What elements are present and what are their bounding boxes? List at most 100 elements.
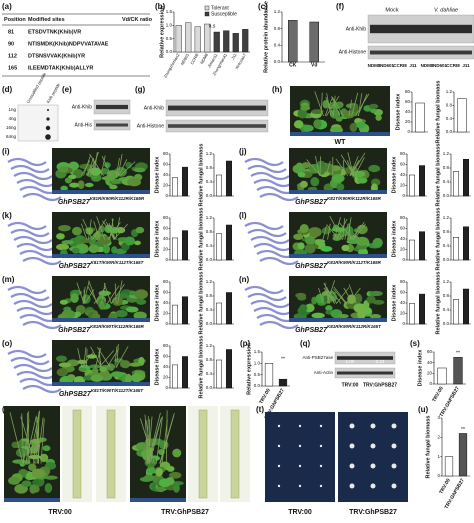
leaf <box>88 364 101 369</box>
y-axis-label: Disease index <box>154 284 160 322</box>
bar <box>226 349 232 389</box>
bar <box>309 21 319 63</box>
label: (g) <box>135 85 146 94</box>
row-label: 1ng <box>8 107 16 112</box>
stem <box>149 418 162 464</box>
leaf <box>299 304 308 313</box>
lane-label: J11 <box>462 63 470 68</box>
y-tick-label: 1.5 <box>166 9 173 14</box>
pot-strip <box>52 190 150 194</box>
leaf <box>84 182 94 188</box>
stem <box>89 153 104 176</box>
leaf <box>325 305 333 312</box>
bar <box>453 357 463 385</box>
stem <box>333 95 336 117</box>
leaf <box>116 227 126 234</box>
leaf <box>307 227 322 238</box>
legend-swatch <box>204 5 210 11</box>
y-tick-label: 0.8 <box>443 165 450 170</box>
caption-sup: K81R/K90R/K112R/K165R <box>90 196 145 201</box>
leaf <box>134 289 149 300</box>
leaf <box>375 114 382 121</box>
stem <box>83 281 90 304</box>
label: (j) <box>239 147 247 156</box>
blot-label: Anti-Histone <box>137 123 164 129</box>
leaf <box>297 242 305 250</box>
stem <box>320 92 323 117</box>
dot <box>45 134 51 140</box>
stem <box>80 223 88 240</box>
leaf <box>91 367 99 375</box>
stem <box>20 416 36 464</box>
y-tick-label: 0.4 <box>274 43 281 48</box>
leaf <box>320 245 333 252</box>
x-tick-label: CK <box>289 62 297 68</box>
pot-strip <box>289 254 387 258</box>
stem <box>161 419 168 464</box>
table-cell: DTSNSVVAK(Khib)YR <box>28 53 85 59</box>
label: (q) <box>300 339 311 348</box>
caption-base: GhPSB27 <box>58 327 91 334</box>
y-axis-label: Relative fungal biomass <box>435 208 441 271</box>
protein-helix <box>259 192 299 202</box>
y-axis-label: Disease index <box>395 93 401 131</box>
stem <box>84 289 95 304</box>
caption-sup: K81T/K90R/K112R/K165R <box>327 196 382 201</box>
colony <box>298 424 302 428</box>
stem <box>314 91 324 117</box>
leaf <box>42 445 51 452</box>
stem <box>342 218 346 240</box>
caption-base: GhPSB27 <box>295 327 328 334</box>
legend-label: Tolerant <box>211 5 229 11</box>
caption: TRV:00 <box>288 509 312 516</box>
stem <box>329 215 343 240</box>
y-tick-label: 0 <box>402 257 405 262</box>
stem <box>113 223 128 240</box>
stem <box>333 288 347 304</box>
bar <box>172 364 178 389</box>
caption-sup: K81R/K90R/K112T/K165R <box>327 260 382 265</box>
leaf <box>133 167 146 173</box>
bar <box>216 359 222 389</box>
bar <box>463 288 469 325</box>
caption-sup: K81T/K90R/K112T/K165T <box>90 260 144 265</box>
blot-band <box>337 356 393 360</box>
y-tick-label: 0.8 <box>206 165 213 170</box>
colony <box>319 484 323 488</box>
y-tick-label: 1.2 <box>443 215 450 220</box>
stem <box>40 418 45 464</box>
dot-blot <box>17 104 59 142</box>
stem <box>333 217 341 240</box>
protein-helix <box>250 235 290 245</box>
caption: GhPSB27K81R/K90T/K112R/K165R <box>58 324 145 334</box>
stem <box>348 284 357 304</box>
leaf <box>297 171 306 178</box>
y-tick-label: 0.4 <box>206 371 213 376</box>
stem <box>306 159 321 176</box>
y-axis-label: Relative fungal biomass <box>198 208 204 271</box>
protein-helix <box>22 320 62 330</box>
protein-helix <box>10 228 50 238</box>
bar <box>409 239 415 261</box>
stem <box>353 223 366 240</box>
leaf <box>72 226 82 236</box>
legend-label: Susceptible <box>211 11 237 17</box>
label: (f) <box>336 2 344 11</box>
protein-helix <box>244 157 284 167</box>
leaf <box>372 299 385 305</box>
stem <box>119 161 136 176</box>
protein-helix <box>259 320 299 330</box>
colony <box>391 443 397 449</box>
stem <box>117 154 123 176</box>
y-axis-label: Relative fungal biomass <box>435 144 441 207</box>
y-tick-label: 0.0 <box>443 193 450 198</box>
stem <box>82 286 86 304</box>
bar <box>216 233 222 261</box>
table-cell: ILEEMDTAK(Khib)ALLYR <box>28 65 93 71</box>
y-tick-label: 0.4 <box>206 243 213 248</box>
annotation: ** <box>461 427 465 433</box>
protein-helix <box>7 349 47 359</box>
row-label: 4ng <box>8 116 16 121</box>
leaf <box>293 120 304 129</box>
